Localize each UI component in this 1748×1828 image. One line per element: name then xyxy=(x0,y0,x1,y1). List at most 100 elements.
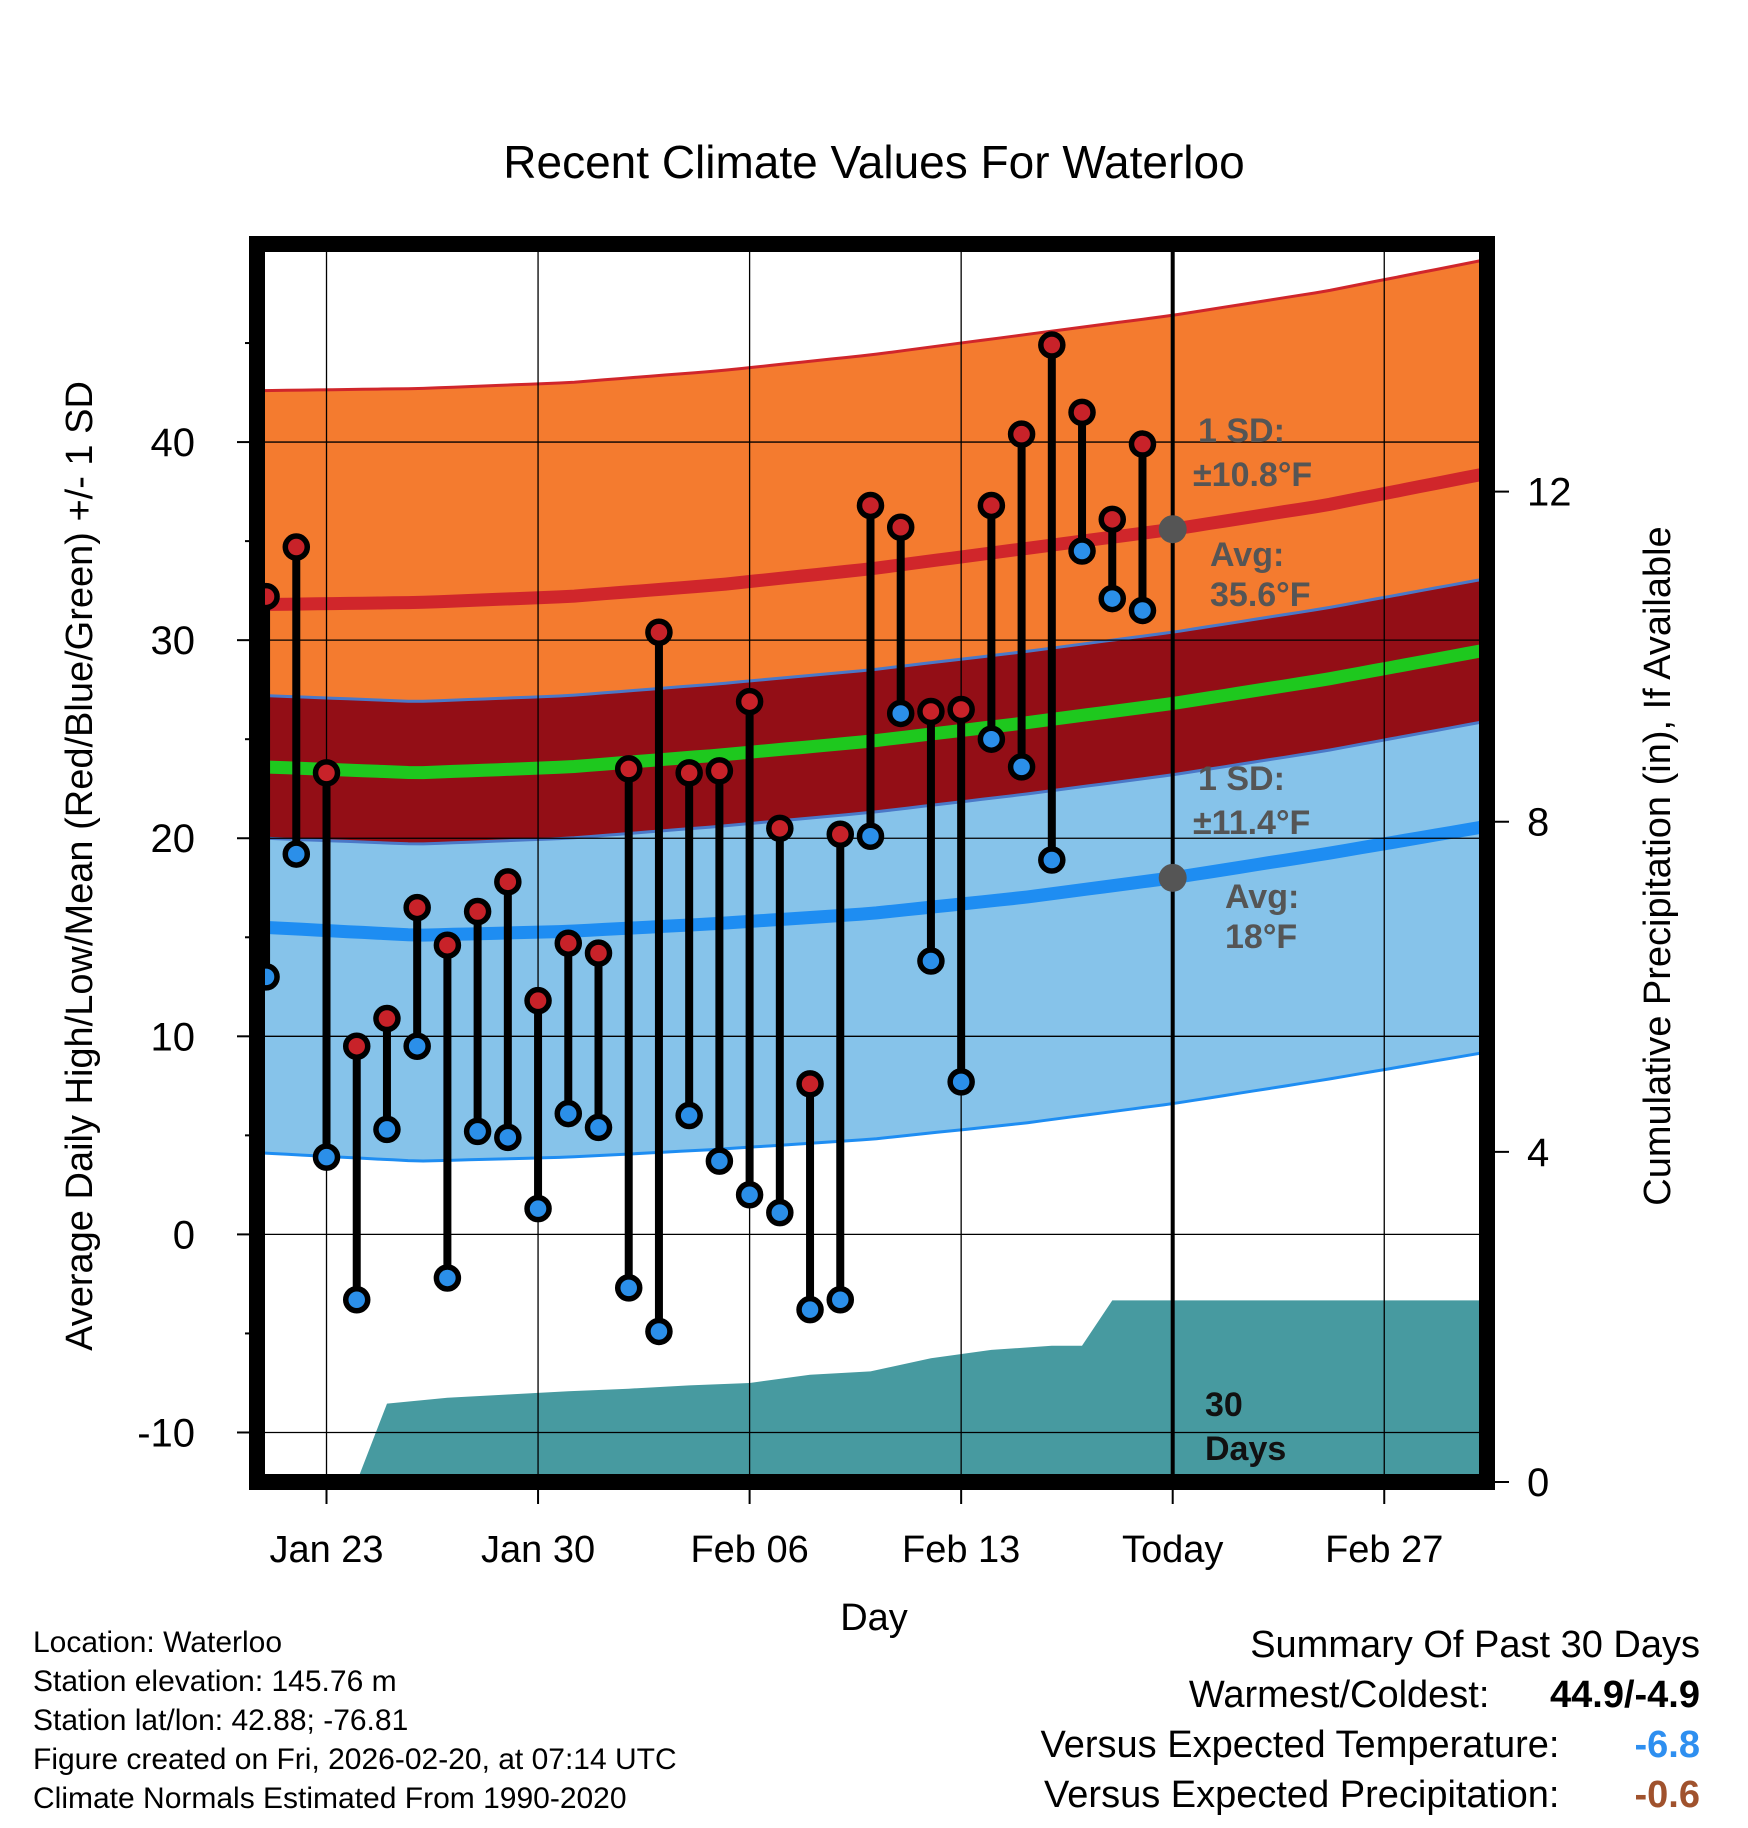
y-tick-label: 10 xyxy=(151,1015,196,1059)
daily-high-point xyxy=(1128,430,1157,458)
period-label-unit: Days xyxy=(1205,1430,1286,1468)
summary-title: Summary Of Past 30 Days xyxy=(1250,1624,1700,1666)
daily-high-point xyxy=(675,759,703,787)
daily-low-point xyxy=(614,1274,643,1302)
normal-low-line xyxy=(263,820,1481,942)
y2-tick-label: 8 xyxy=(1527,801,1549,845)
daily-high-point xyxy=(403,893,431,922)
daily-high-point xyxy=(282,533,311,561)
daily-low-point xyxy=(1038,846,1066,874)
high-avg-label: Avg: xyxy=(1210,536,1284,574)
normals-text: Climate Normals Estimated From 1990-2020 xyxy=(33,1782,627,1815)
created-text: Figure created on Fri, 2026-02-20, at 07… xyxy=(33,1743,677,1776)
high-sd-label: 1 SD: xyxy=(1198,412,1285,450)
summary-panel: Summary Of Past 30 Days Warmest/Coldest:… xyxy=(1041,1620,1700,1820)
daily-high-point xyxy=(826,820,855,849)
daily-high-point xyxy=(494,868,522,896)
today-high-avg-marker xyxy=(1158,515,1187,544)
low-sd-band-lower-edge xyxy=(263,1051,1481,1163)
x-tick-label: Today xyxy=(1122,1529,1223,1571)
daily-high-point xyxy=(584,939,613,967)
x-tick-label: Feb 06 xyxy=(690,1529,808,1571)
y-tick-label: 40 xyxy=(151,421,196,465)
daily-low-point xyxy=(735,1181,764,1209)
daily-low-point xyxy=(312,1143,341,1171)
daily-high-point xyxy=(947,695,975,724)
daily-low-point xyxy=(433,1264,462,1292)
daily-high-point xyxy=(1007,420,1036,448)
temp-delta-value: -6.8 xyxy=(1634,1724,1700,1766)
daily-high-point xyxy=(917,697,945,726)
daily-high-point xyxy=(312,759,341,787)
x-axis-label: Day xyxy=(840,1597,908,1639)
daily-high-point xyxy=(977,491,1006,520)
warm-cold-label: Warmest/Coldest: xyxy=(1188,1674,1490,1716)
daily-low-point xyxy=(282,840,311,868)
precip-delta-label: Versus Expected Precipitation: xyxy=(1044,1774,1560,1816)
x-tick-label: Feb 27 xyxy=(1325,1529,1443,1571)
daily-low-point xyxy=(342,1286,371,1314)
daily-high-point xyxy=(463,897,492,926)
chart-title: Recent Climate Values For Waterloo xyxy=(503,136,1244,188)
daily-low-point xyxy=(584,1113,613,1142)
station-metadata: Location: Waterloo Station elevation: 14… xyxy=(33,1623,677,1818)
daily-high-point xyxy=(705,757,734,785)
daily-low-point xyxy=(766,1198,794,1227)
daily-high-point xyxy=(342,1032,371,1060)
daily-low-point xyxy=(554,1099,583,1128)
low-avg-label: Avg: xyxy=(1225,878,1299,916)
elevation-text: Station elevation: 145.76 m xyxy=(33,1665,397,1698)
summary-warm-cold: Warmest/Coldest: 44.9/-4.9 xyxy=(1041,1670,1700,1720)
daily-low-point xyxy=(403,1032,431,1060)
daily-low-point xyxy=(856,822,885,851)
daily-high-point xyxy=(1038,331,1066,359)
y-tick-label: 20 xyxy=(151,817,196,861)
precip-area xyxy=(359,1300,1481,1476)
high-sd-band-upper-edge xyxy=(263,259,1481,393)
daily-high-point xyxy=(614,755,643,783)
daily-low-point xyxy=(645,1317,673,1346)
x-tick-label: Jan 23 xyxy=(269,1529,383,1571)
daily-high-point xyxy=(263,582,280,611)
daily-high-point xyxy=(766,814,794,843)
daily-low-point xyxy=(1007,753,1036,781)
y-tick-label: -10 xyxy=(137,1411,195,1455)
daily-high-point xyxy=(735,687,764,716)
daily-high-point xyxy=(373,1004,401,1033)
y2-tick-label: 0 xyxy=(1527,1461,1549,1505)
daily-high-point xyxy=(645,618,673,646)
daily-low-point xyxy=(796,1295,824,1324)
low-sd-label: 1 SD: xyxy=(1198,760,1285,798)
today-low-avg-marker xyxy=(1158,863,1187,892)
low-sd-value: ±11.4°F xyxy=(1193,804,1310,842)
daily-low-point xyxy=(826,1286,855,1314)
latlon-text: Station lat/lon: 42.88; -76.81 xyxy=(33,1704,409,1737)
daily-low-point xyxy=(947,1068,975,1096)
summary-temp: Versus Expected Temperature: -6.8 xyxy=(1041,1720,1700,1770)
daily-low-point xyxy=(524,1194,552,1223)
x-tick-label: Feb 13 xyxy=(902,1529,1020,1571)
daily-low-point xyxy=(1098,584,1127,613)
daily-high-point xyxy=(433,931,462,959)
daily-low-point xyxy=(1068,537,1096,565)
temp-delta-label: Versus Expected Temperature: xyxy=(1040,1724,1560,1766)
y2-tick-label: 4 xyxy=(1527,1131,1549,1175)
daily-high-point xyxy=(796,1070,824,1098)
daily-high-point xyxy=(886,513,915,542)
y-tick-label: 0 xyxy=(173,1213,195,1257)
y2-axis-label: Cumulative Precipitation (in), If Availa… xyxy=(1637,526,1679,1205)
daily-low-point xyxy=(917,947,945,975)
daily-low-point xyxy=(705,1147,734,1175)
daily-high-point xyxy=(554,929,583,957)
y2-tick-label: 12 xyxy=(1527,471,1572,515)
high-avg-value: 35.6°F xyxy=(1210,576,1311,614)
daily-high-point xyxy=(524,986,552,1015)
daily-high-point xyxy=(1098,505,1127,534)
precip-delta-value: -0.6 xyxy=(1634,1774,1700,1816)
daily-low-point xyxy=(263,963,280,991)
daily-low-point xyxy=(494,1123,522,1152)
y-tick-label: 30 xyxy=(151,619,196,663)
daily-low-point xyxy=(373,1115,401,1144)
daily-low-point xyxy=(886,699,915,728)
